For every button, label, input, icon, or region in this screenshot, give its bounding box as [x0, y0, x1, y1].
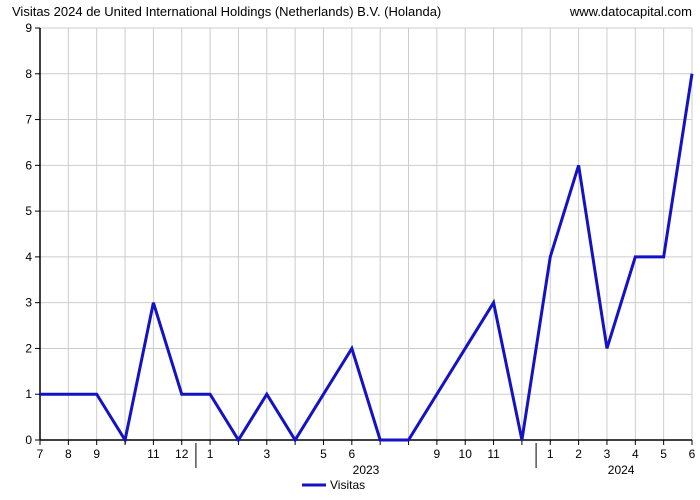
x-tick-label: 11	[147, 447, 160, 461]
watermark: www.datocapital.com	[570, 4, 692, 19]
x-tick-label: 5	[660, 447, 667, 461]
y-tick-label: 9	[25, 21, 32, 35]
x-tick-label: 1	[207, 447, 214, 461]
x-tick-label: 1	[547, 447, 554, 461]
x-tick-label: 6	[348, 447, 355, 461]
x-tick-label: 11	[487, 447, 500, 461]
line-chart: 0123456789789111213569101112345620232024…	[0, 0, 700, 500]
x-tick-label: 10	[459, 447, 473, 461]
y-tick-label: 4	[25, 250, 32, 264]
x-tick-label: 9	[93, 447, 100, 461]
y-tick-label: 2	[25, 341, 32, 355]
y-tick-label: 1	[25, 387, 32, 401]
y-tick-label: 6	[25, 158, 32, 172]
x-tick-label: 12	[175, 447, 189, 461]
y-tick-label: 8	[25, 67, 32, 81]
chart-title: Visitas 2024 de United International Hol…	[12, 4, 441, 19]
x-tick-label: 7	[37, 447, 44, 461]
x-tick-label: 5	[320, 447, 327, 461]
x-tick-label: 6	[689, 447, 696, 461]
x-tick-label: 8	[65, 447, 72, 461]
x-year-label: 2023	[353, 463, 380, 477]
x-tick-label: 3	[263, 447, 270, 461]
x-year-label: 2024	[608, 463, 635, 477]
x-tick-label: 4	[632, 447, 639, 461]
y-tick-label: 7	[25, 113, 32, 127]
y-tick-label: 3	[25, 296, 32, 310]
y-tick-label: 5	[25, 204, 32, 218]
y-tick-label: 0	[25, 433, 32, 447]
legend-label: Visitas	[330, 478, 365, 492]
x-tick-label: 2	[575, 447, 582, 461]
x-tick-label: 9	[434, 447, 441, 461]
x-tick-label: 3	[604, 447, 611, 461]
